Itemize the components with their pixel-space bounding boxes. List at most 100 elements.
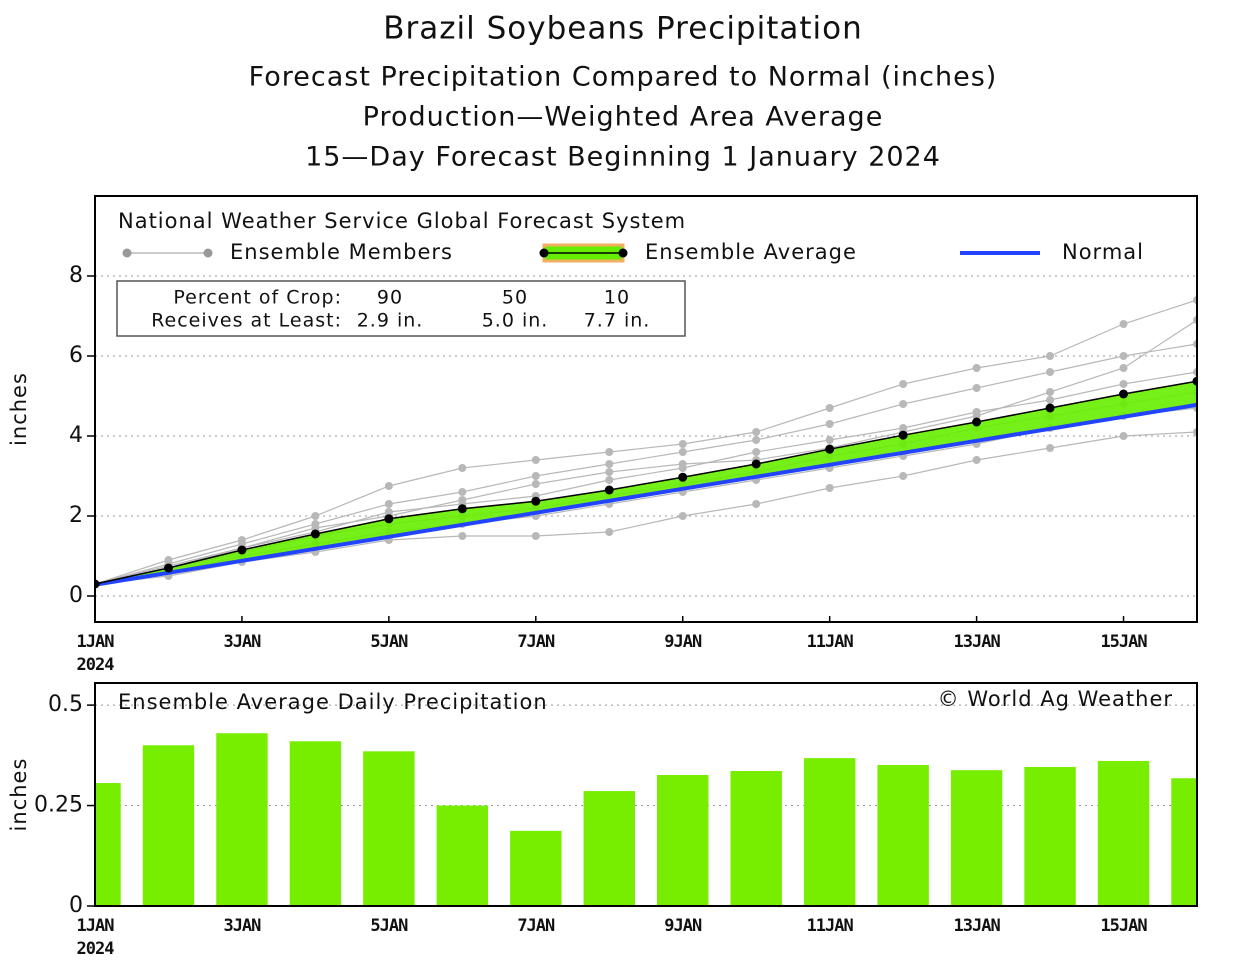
x-tick-label: 11JAN <box>807 632 854 652</box>
crop-percent: 50 <box>502 287 528 309</box>
bar <box>216 733 268 906</box>
member-line <box>95 431 1197 585</box>
legend-label: Normal <box>1062 240 1144 264</box>
average-point <box>825 444 835 454</box>
bar <box>657 775 709 906</box>
average-point <box>604 485 614 495</box>
x-tick-label: 13JAN <box>954 916 1001 936</box>
member-point <box>678 460 687 468</box>
legend-label: Ensemble Average <box>645 240 857 264</box>
bar <box>877 764 929 906</box>
member-point <box>825 404 834 412</box>
x-tick-label: 15JAN <box>1100 916 1147 936</box>
member-point <box>825 484 834 492</box>
x-year-label: 2024 <box>77 655 115 675</box>
chart-title: Brazil Soybeans Precipitation <box>383 11 863 47</box>
bar <box>1171 778 1197 906</box>
member-point <box>531 472 540 480</box>
annotation: © World Ag Weather <box>938 687 1173 711</box>
member-line <box>95 299 1197 585</box>
member-point <box>899 380 908 388</box>
x-tick-label: 5JAN <box>370 632 408 652</box>
x-tick-label: 7JAN <box>517 916 555 936</box>
member-line <box>95 343 1197 585</box>
crop-row-label: Receives at Least: <box>151 310 342 332</box>
plot-area <box>95 296 1197 589</box>
member-point <box>972 456 981 464</box>
average-point <box>531 496 541 506</box>
y-tick-label: 0.5 <box>48 692 83 717</box>
average-point <box>1045 403 1055 413</box>
bar <box>1097 760 1150 906</box>
bar <box>289 741 342 906</box>
member-point <box>531 456 540 464</box>
x-tick-label: 1JAN <box>77 916 115 936</box>
x-tick-label: 5JAN <box>370 916 408 936</box>
member-line <box>95 319 1197 585</box>
normal-line <box>95 402 1197 587</box>
plot-area <box>95 733 1197 906</box>
member-point <box>1119 432 1128 440</box>
legend-swatch <box>203 248 213 258</box>
y-tick-label: 0.25 <box>34 793 83 818</box>
member-point <box>825 420 834 428</box>
subtitle: Forecast Precipitation Compared to Norma… <box>249 62 998 93</box>
x-tick-label: 7JAN <box>517 632 555 652</box>
average-point <box>898 430 908 440</box>
bar <box>95 783 121 906</box>
member-point <box>605 468 614 476</box>
member-point <box>531 480 540 488</box>
bar <box>950 770 1003 906</box>
y-tick-label: 0 <box>69 583 83 608</box>
x-tick-label: 9JAN <box>664 632 702 652</box>
x-tick-label: 13JAN <box>954 632 1001 652</box>
member-point <box>678 440 687 448</box>
crop-amount: 7.7 in. <box>584 310 651 332</box>
x-tick-label: 1JAN <box>77 632 115 652</box>
member-point <box>458 464 467 472</box>
member-point <box>825 436 834 444</box>
plot-frame <box>94 195 1198 623</box>
member-point <box>1119 352 1128 360</box>
x-year-label: 2024 <box>77 939 115 959</box>
plot-frame <box>94 682 1198 907</box>
bar <box>803 758 856 906</box>
x-tick-label: 11JAN <box>807 916 854 936</box>
x-tick-label: 3JAN <box>223 916 261 936</box>
average-point <box>384 514 394 524</box>
subtitle: Production—Weighted Area Average <box>363 102 884 133</box>
crop-percent: 10 <box>604 287 630 309</box>
member-point <box>972 364 981 372</box>
crop-amount: 5.0 in. <box>482 310 549 332</box>
legend-swatch <box>618 248 628 258</box>
member-point <box>605 460 614 468</box>
average-line <box>95 380 1197 585</box>
legend-label: Ensemble Members <box>230 240 453 264</box>
crop-percent: 90 <box>377 287 403 309</box>
bar <box>142 745 195 906</box>
member-point <box>458 532 467 540</box>
panel-title: Ensemble Average Daily Precipitation <box>118 690 548 714</box>
member-point <box>1046 352 1055 360</box>
member-point <box>752 448 761 456</box>
member-point <box>384 500 393 508</box>
x-tick-label: 9JAN <box>664 916 702 936</box>
average-point <box>972 417 982 427</box>
bar <box>436 805 489 906</box>
member-point <box>972 384 981 392</box>
member-point <box>899 400 908 408</box>
x-tick-label: 15JAN <box>1100 632 1147 652</box>
member-line <box>95 371 1197 585</box>
member-point <box>1046 444 1055 452</box>
y-tick-label: 0 <box>69 893 83 918</box>
bar <box>510 830 562 906</box>
x-tick-label: 3JAN <box>223 632 261 652</box>
bar <box>1024 766 1076 906</box>
member-point <box>1119 380 1128 388</box>
bar <box>730 770 782 906</box>
average-point <box>1119 389 1129 399</box>
member-point <box>458 488 467 496</box>
bar <box>583 791 635 906</box>
